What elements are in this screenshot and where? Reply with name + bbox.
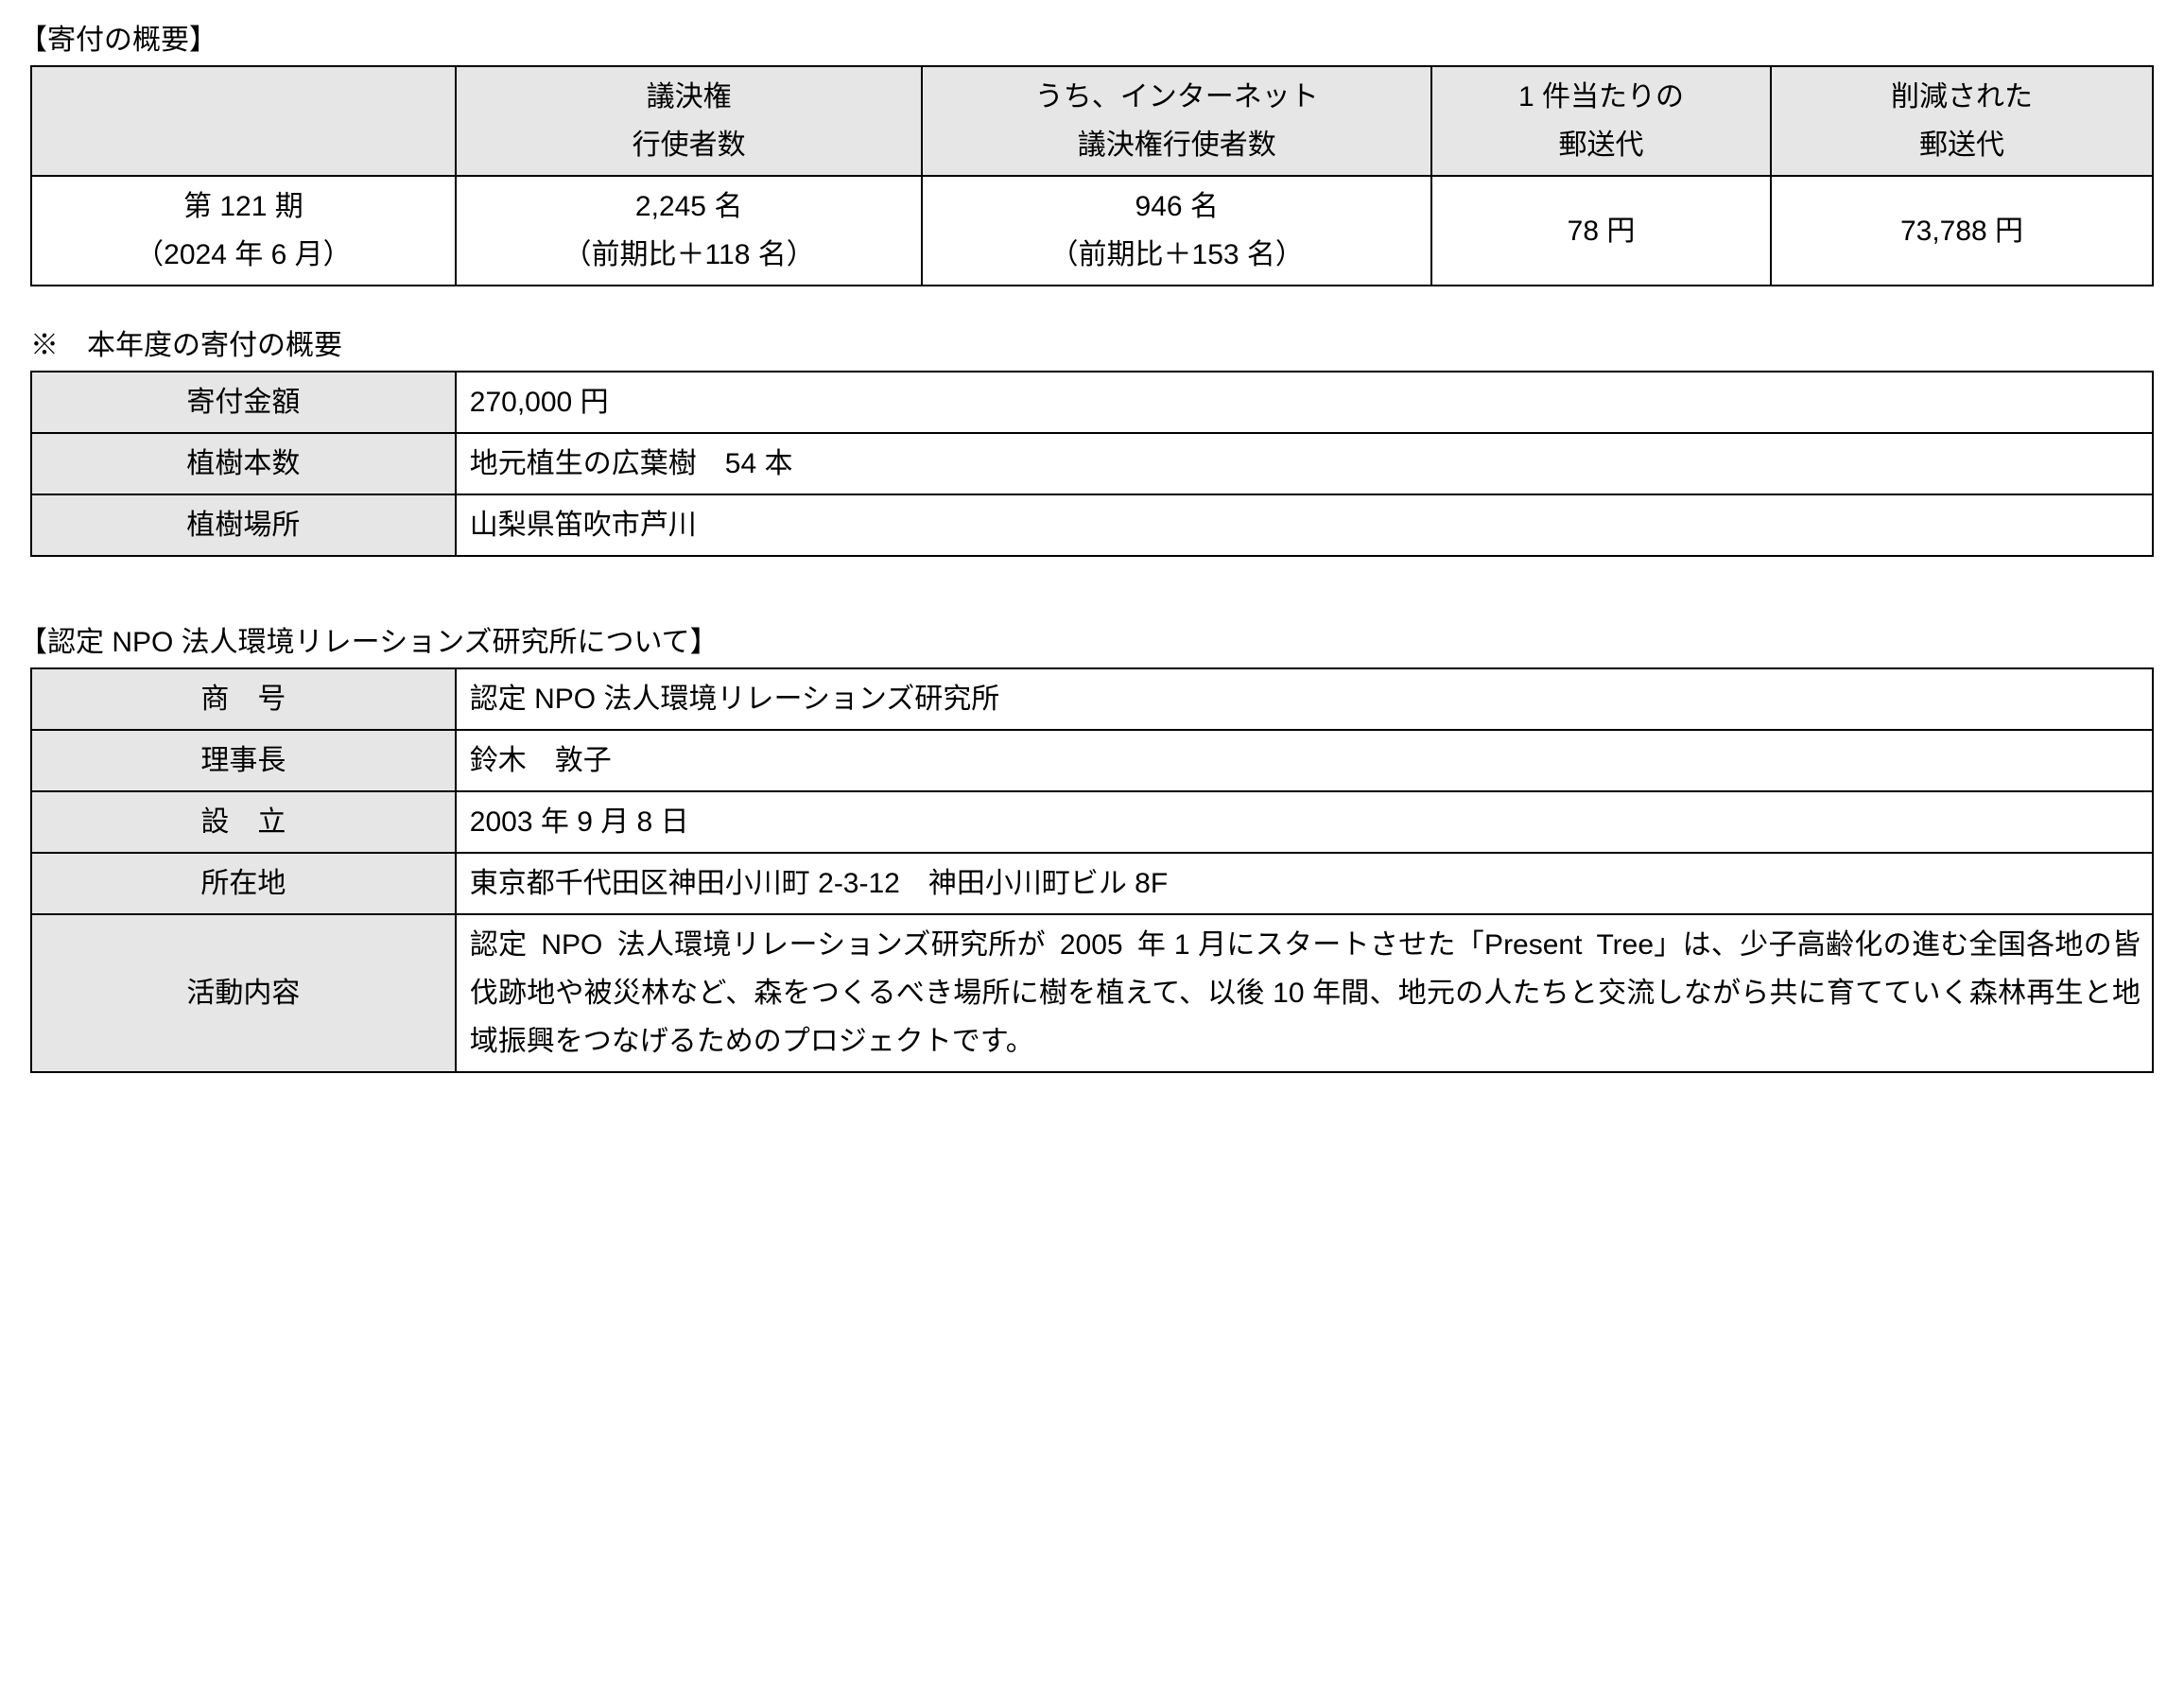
table-header-cell (31, 66, 456, 176)
table-header-cell: 1 件当たりの郵送代 (1431, 66, 1771, 176)
table-header-cell: 削減された郵送代 (1771, 66, 2153, 176)
table-cell: 第 121 期（2024 年 6 月） (31, 176, 456, 286)
table-header-cell: 議決権行使者数 (456, 66, 923, 176)
table-cell: 2,245 名（前期比＋118 名） (456, 176, 923, 286)
donation-overview-table: 議決権行使者数 うち、インターネット議決権行使者数 1 件当たりの郵送代 削減さ… (30, 65, 2154, 286)
table-label-cell: 植樹本数 (31, 433, 456, 494)
table-row: 所在地 東京都千代田区神田小川町 2-3-12 神田小川町ビル 8F (31, 853, 2153, 914)
table-value-cell: 2003 年 9 月 8 日 (456, 791, 2153, 853)
table-header-row: 議決権行使者数 うち、インターネット議決権行使者数 1 件当たりの郵送代 削減さ… (31, 66, 2153, 176)
table-label-cell: 寄付金額 (31, 372, 456, 433)
npo-info-table: 商 号 認定 NPO 法人環境リレーションズ研究所 理事長 鈴木 敦子 設 立 … (30, 667, 2154, 1073)
table-value-cell: 東京都千代田区神田小川町 2-3-12 神田小川町ビル 8F (456, 853, 2153, 914)
table-row: 設 立 2003 年 9 月 8 日 (31, 791, 2153, 853)
table-label-cell: 理事長 (31, 730, 456, 791)
table-row: 商 号 認定 NPO 法人環境リレーションズ研究所 (31, 668, 2153, 730)
table-row: 活動内容 認定 NPO 法人環境リレーションズ研究所が 2005 年 1 月にス… (31, 914, 2153, 1072)
table-label-cell: 活動内容 (31, 914, 456, 1072)
table-value-cell: 認定 NPO 法人環境リレーションズ研究所 (456, 668, 2153, 730)
section1-sub-heading: ※ 本年度の寄付の概要 (30, 324, 2165, 367)
table-value-cell: 鈴木 敦子 (456, 730, 2153, 791)
table-label-cell: 設 立 (31, 791, 456, 853)
table-value-cell: 山梨県笛吹市芦川 (456, 494, 2153, 556)
table-value-cell: 認定 NPO 法人環境リレーションズ研究所が 2005 年 1 月にスタートさせ… (456, 914, 2153, 1072)
table-row: 理事長 鈴木 敦子 (31, 730, 2153, 791)
section2-heading: 【認定 NPO 法人環境リレーションズ研究所について】 (19, 621, 2165, 664)
table-row: 第 121 期（2024 年 6 月） 2,245 名（前期比＋118 名） 9… (31, 176, 2153, 286)
table-value-cell: 地元植生の広葉樹 54 本 (456, 433, 2153, 494)
table-cell: 946 名（前期比＋153 名） (922, 176, 1431, 286)
table-label-cell: 植樹場所 (31, 494, 456, 556)
table-value-cell: 270,000 円 (456, 372, 2153, 433)
table-label-cell: 所在地 (31, 853, 456, 914)
donation-summary-table: 寄付金額 270,000 円 植樹本数 地元植生の広葉樹 54 本 植樹場所 山… (30, 371, 2154, 557)
table-cell: 78 円 (1431, 176, 1771, 286)
table-label-cell: 商 号 (31, 668, 456, 730)
table-row: 寄付金額 270,000 円 (31, 372, 2153, 433)
table-cell: 73,788 円 (1771, 176, 2153, 286)
table-row: 植樹本数 地元植生の広葉樹 54 本 (31, 433, 2153, 494)
section1-heading: 【寄付の概要】 (19, 19, 2165, 61)
table-header-cell: うち、インターネット議決権行使者数 (922, 66, 1431, 176)
table-row: 植樹場所 山梨県笛吹市芦川 (31, 494, 2153, 556)
